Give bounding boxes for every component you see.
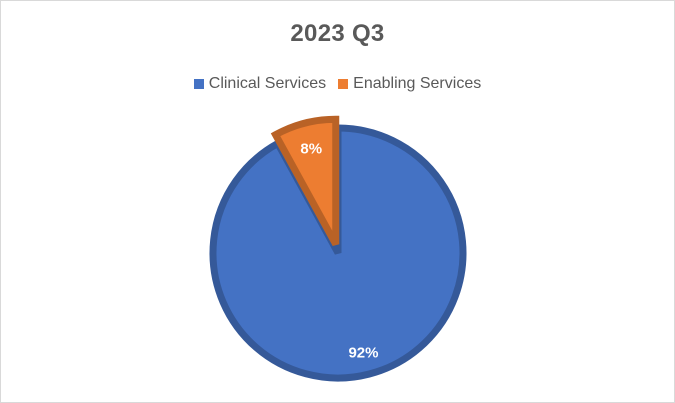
legend-swatch-clinical-services [193,79,204,89]
data-label-clinical-services: 92% [348,344,378,361]
legend-item-enabling-services: Enabling Services [338,75,481,93]
data-label-enabling-services: 8% [300,141,322,158]
pie-slice-enabling-services [270,115,340,246]
legend: Clinical Services Enabling Services [1,75,674,93]
legend-item-clinical-services: Clinical Services [193,75,327,93]
legend-label-clinical-services: Clinical Services [208,75,327,92]
legend-swatch-enabling-services [338,79,349,89]
legend-label-enabling-services: Enabling Services [353,75,482,92]
pie-slice-clinical-services [209,124,467,382]
chart-title: 2023 Q3 [290,20,385,47]
